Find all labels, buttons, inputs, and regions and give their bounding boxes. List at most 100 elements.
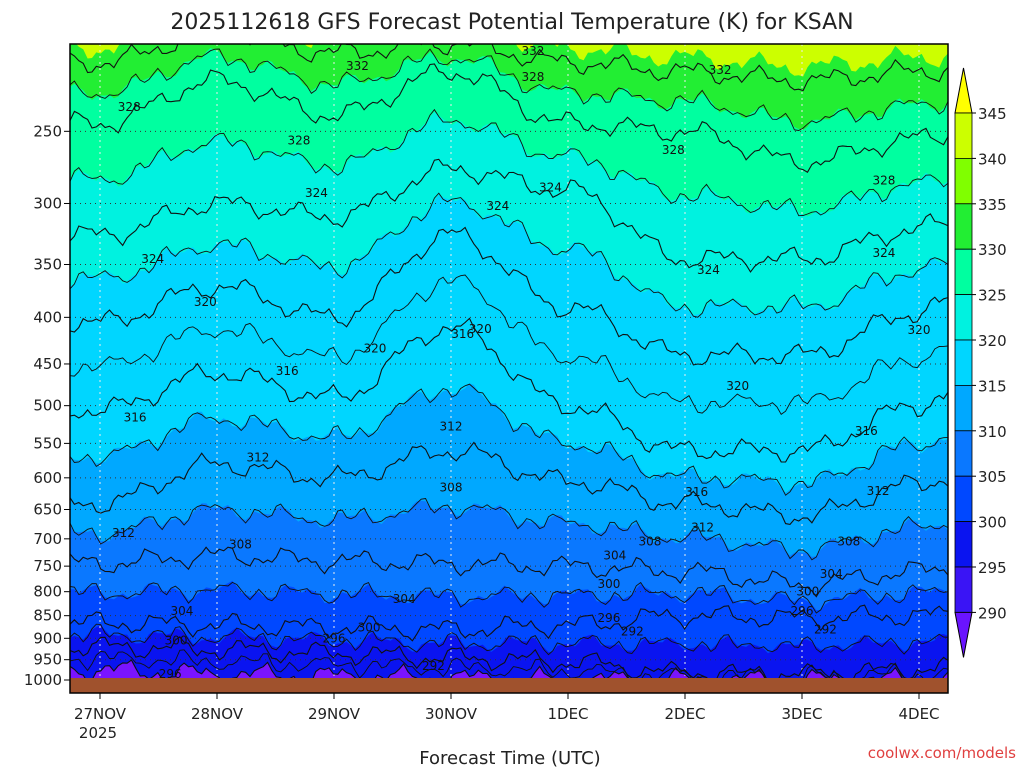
colorbar-swatch [954, 475, 973, 523]
contour-line [70, 498, 948, 561]
contour-label: 332 [709, 63, 732, 77]
contour-label: 308 [638, 535, 661, 549]
contour-line [70, 108, 948, 217]
x-axis: 27NOV 28NOV 29NOV 30NOV 1DEC 2DEC 3DEC 4DEC [74, 693, 940, 723]
colorbar-label: 345 [978, 105, 1007, 123]
contour-line [70, 636, 948, 684]
contour-label: 316 [276, 364, 299, 378]
y-tick-label: 650 [33, 501, 62, 519]
contour-label: 320 [363, 342, 386, 356]
contour-line [70, 274, 948, 415]
x-tick-label: 3DEC [781, 705, 822, 723]
colorbar-bottom-arrow [954, 611, 973, 658]
contour-label: 304 [603, 548, 626, 562]
y-tick-label: 850 [33, 607, 62, 625]
colorbar-label: 300 [978, 514, 1007, 532]
contour-line [70, 63, 948, 173]
contour-label: 328 [521, 70, 544, 84]
colorbar-label: 320 [978, 332, 1007, 350]
colorbar: 345 340 335 330 325 320 315 310 305 300 295 290 [954, 67, 1007, 658]
contour-line [70, 546, 948, 598]
grid [70, 44, 948, 693]
contour-label: 296 [323, 631, 346, 645]
x-tick-label: 30NOV [425, 705, 478, 723]
y-tick-label: 950 [33, 651, 62, 669]
contour-line [70, 604, 948, 642]
contour-label: 300 [358, 621, 381, 635]
contour-label: 316 [855, 424, 878, 438]
y-tick-label: 250 [33, 122, 62, 140]
ground-strip [70, 678, 948, 693]
colorbar-label: 340 [978, 150, 1007, 168]
contour-line [70, 441, 948, 525]
colorbar-label: 290 [978, 604, 1007, 622]
contour-label: 296 [597, 611, 620, 625]
colorbar-label: 330 [978, 241, 1007, 259]
x-tick-label: 4DEC [898, 705, 939, 723]
contour-label: 320 [469, 322, 492, 336]
contour-label: 304 [170, 604, 193, 618]
colorbar-label: 295 [978, 559, 1007, 577]
contour-label: 300 [597, 577, 620, 591]
contour-line [70, 44, 948, 92]
contour-label: 296 [159, 667, 182, 681]
x-tick-label: 2DEC [664, 705, 705, 723]
colorbar-label: 305 [978, 468, 1007, 486]
contour-line [70, 192, 948, 318]
colorbar-swatch [954, 339, 973, 386]
y-tick-label: 400 [33, 308, 62, 326]
colorbar-swatch [954, 157, 973, 205]
contour-label: 312 [112, 526, 135, 540]
contour-label: 316 [124, 410, 147, 424]
colorbar-label: 310 [978, 423, 1007, 441]
y-tick-label: 350 [33, 255, 62, 273]
contour-label: 312 [867, 484, 890, 498]
y-tick-label: 500 [33, 397, 62, 415]
contour-label: 300 [796, 585, 819, 599]
contour-label: 328 [118, 100, 141, 114]
contour-label: 308 [837, 535, 860, 549]
contour-label: 332 [521, 44, 544, 58]
contour-line [70, 48, 948, 131]
x-tick-label: 1DEC [547, 705, 588, 723]
contour-line [70, 581, 948, 614]
contour-label: 292 [422, 659, 445, 673]
contour-label: 324 [486, 199, 509, 213]
contour-label: 308 [229, 537, 252, 551]
colorbar-swatch [954, 521, 973, 568]
contour-label: 324 [141, 252, 164, 266]
contour-label: 312 [691, 520, 714, 534]
contour-label: 332 [346, 59, 369, 73]
y-tick-label: 700 [33, 530, 62, 548]
y-tick-label: 450 [33, 355, 62, 373]
contour-line [70, 623, 948, 656]
colorbar-label: 335 [978, 196, 1007, 214]
contour-label: 320 [194, 295, 217, 309]
contour-line [70, 226, 948, 366]
y-tick-label: 600 [33, 469, 62, 487]
contour-label: 300 [165, 633, 188, 647]
x-tick-label: 27NOV [74, 705, 127, 723]
contour-line [70, 158, 948, 273]
x-axis-label: Forecast Time (UTC) [419, 748, 600, 768]
contour-label: 328 [287, 134, 310, 148]
contour-label: 328 [662, 143, 685, 157]
y-tick-label: 750 [33, 557, 62, 575]
contour-label: 324 [872, 246, 895, 260]
contour-label: 316 [451, 327, 474, 341]
colorbar-swatch [954, 203, 973, 250]
contour-label: 292 [621, 625, 644, 639]
contour-line [70, 383, 948, 496]
contour-label: 312 [246, 451, 269, 465]
credit-text: coolwx.com/models [868, 744, 1016, 762]
colorbar-swatch [954, 384, 973, 432]
contour-label: 320 [726, 379, 749, 393]
contour-label: 304 [820, 567, 843, 581]
contour-label: 328 [872, 173, 895, 187]
contour-label: 304 [393, 592, 416, 606]
contour-labels: 332 332 328 332 328 328 328 328 324 324 324 324 324 3… [112, 44, 931, 681]
contour-line [70, 317, 948, 463]
colorbar-swatch [954, 248, 973, 295]
y-tick-label: 550 [33, 434, 62, 452]
colorbar-swatch [954, 294, 973, 341]
